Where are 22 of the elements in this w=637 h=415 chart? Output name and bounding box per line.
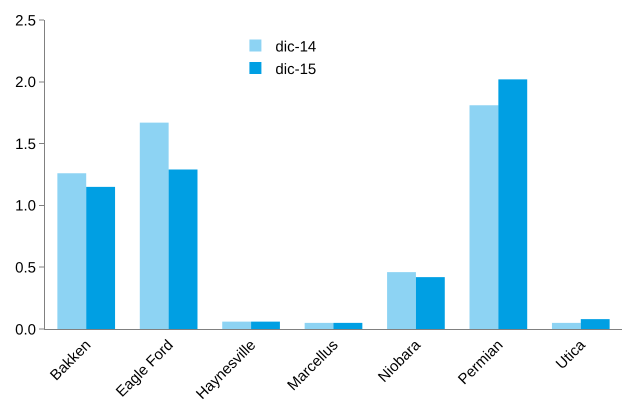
bar — [552, 322, 581, 329]
bar — [140, 122, 169, 329]
bar — [251, 322, 280, 329]
bar — [334, 322, 362, 329]
bar — [168, 170, 198, 329]
bar — [222, 322, 252, 329]
legend-label: dic-14 — [275, 38, 316, 56]
y-tick-label: 1.0 — [15, 198, 36, 215]
y-tick-label: 2.0 — [15, 74, 36, 92]
bar — [416, 277, 445, 329]
bar — [304, 322, 334, 329]
y-tick-label: 0.0 — [15, 321, 36, 338]
bar — [387, 272, 416, 329]
bar — [57, 173, 86, 329]
y-tick-label: 2.5 — [15, 12, 36, 30]
legend-label: dic-15 — [275, 60, 316, 78]
bar — [580, 319, 610, 329]
bar — [498, 79, 528, 329]
y-tick-label: 0.5 — [15, 259, 36, 276]
y-tick-label: 1.5 — [15, 136, 36, 153]
bar — [86, 186, 116, 329]
bar — [470, 105, 498, 329]
